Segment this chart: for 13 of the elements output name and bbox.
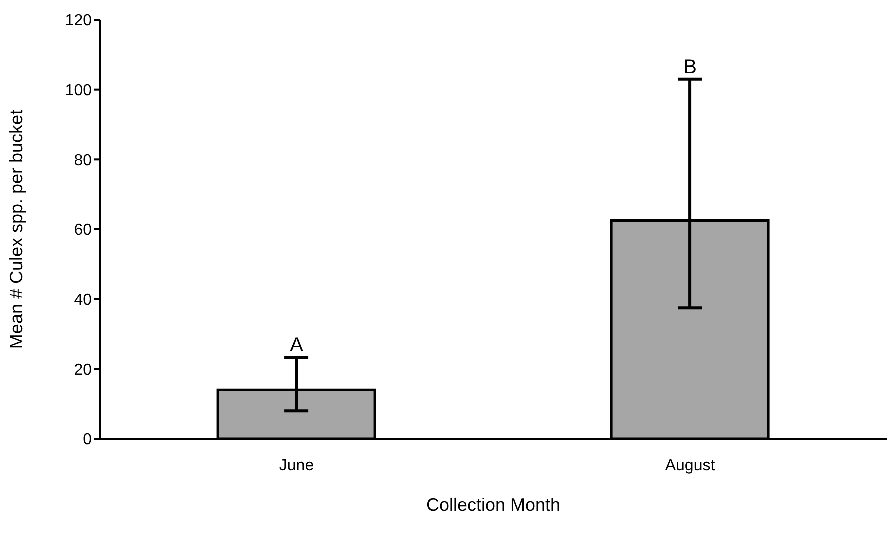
x-axis-title: Collection Month <box>426 495 561 515</box>
y-tick-label: 60 <box>74 222 92 240</box>
annotation: B <box>684 56 697 78</box>
y-tick-label: 80 <box>74 152 92 170</box>
y-tick-label: 40 <box>74 292 92 310</box>
x-tick-label: August <box>665 457 716 474</box>
x-tick-label: June <box>279 457 314 474</box>
y-tick-label: 20 <box>74 362 92 379</box>
y-axis-title: Mean # Culex spp. per bucket <box>6 110 26 350</box>
y-tick-label: 0 <box>83 432 92 449</box>
y-tick-label: 100 <box>65 82 92 100</box>
annotation: A <box>290 334 304 357</box>
y-tick-label: 120 <box>65 12 92 30</box>
